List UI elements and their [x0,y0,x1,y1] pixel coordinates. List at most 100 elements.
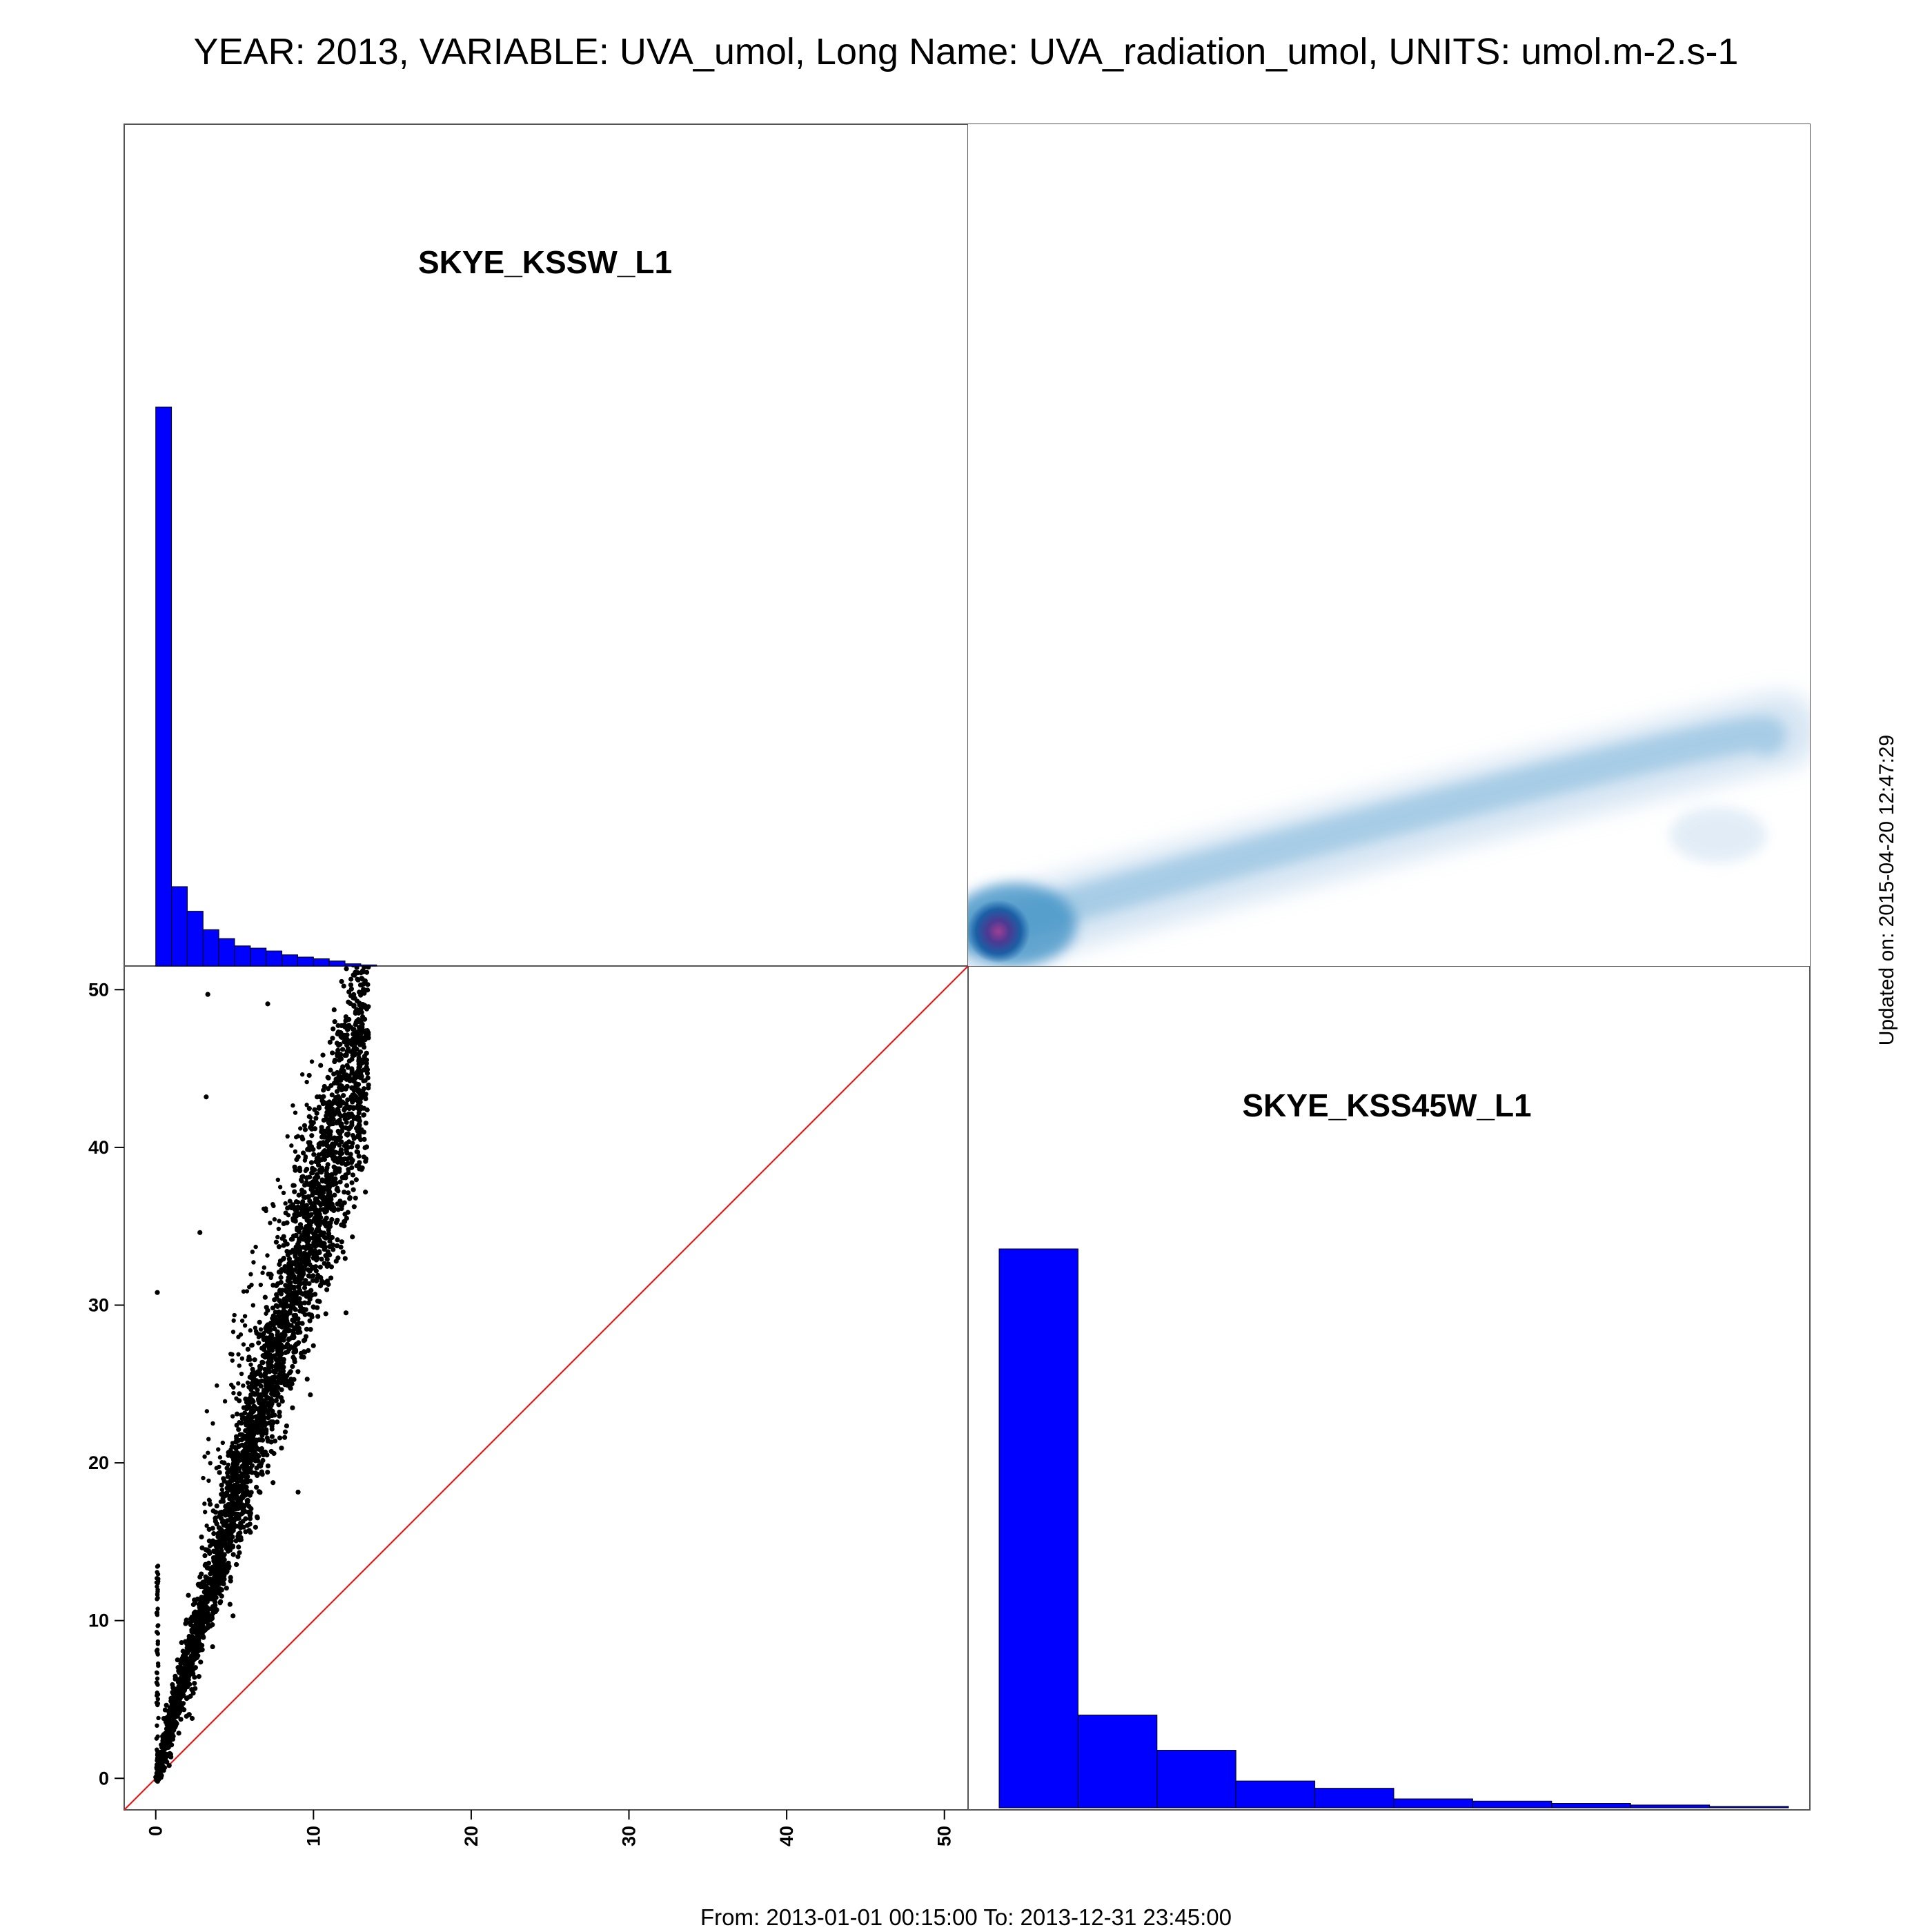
scatter-point [291,1274,297,1279]
scatter-point [154,1766,159,1771]
scatter-point [275,1294,279,1299]
scatter-point [362,948,366,953]
scatter-point [193,1686,198,1691]
scatter-point [210,1604,216,1610]
scatter-point [300,1268,306,1274]
scatter-point [356,1057,362,1063]
scatter-point [255,1406,261,1412]
scatter-point [342,909,347,914]
scatter-point [156,1715,161,1721]
scatter-point [345,1125,351,1132]
scatter-point [228,1447,233,1452]
scatter-point [356,1154,362,1159]
scatter-point [188,1616,194,1621]
histogram-bar [202,929,219,967]
scatter-point [283,1201,288,1206]
scatter-point [259,1406,264,1412]
scatter-point [289,1143,294,1148]
scatter-point [303,1203,309,1209]
scatter-point [325,1125,331,1132]
scatter-point [263,1374,268,1380]
scatter-point [324,1165,330,1171]
scatter-point [221,1511,228,1517]
y-tick-label: 40 [88,1137,109,1158]
scatter-point [362,1136,367,1142]
panel-label-kssw: SKYE_KSSW_L1 [418,244,672,280]
scatter-point [313,1116,319,1121]
scatter-point [270,1480,276,1486]
scatter-point [350,1234,355,1240]
scatter-point [323,1101,329,1106]
scatter-point [324,1171,330,1176]
scatter-point [328,1121,334,1127]
scatter-point [245,1523,250,1528]
scatter-point [277,1261,282,1268]
scatter-point [321,1156,326,1162]
scatter-point [236,1427,241,1432]
scatter-point [279,1236,284,1241]
scatter-point [207,1613,213,1619]
scatter-point [356,1065,362,1070]
scatter-outlier [197,1230,203,1235]
scatter-point [206,1450,210,1455]
scatter-point [277,1409,282,1415]
scatter-point [297,1229,302,1235]
scatter-point [337,1166,342,1172]
histogram-bar [328,960,346,967]
scatter-point [359,858,364,863]
scatter-point [343,1014,348,1020]
histogram-bar [1709,1806,1789,1808]
scatter-point [217,1581,223,1586]
scatter-point [241,1289,246,1294]
scatter-point [291,1350,297,1355]
scatter-point [203,1586,208,1591]
scatter-point [260,1360,266,1366]
scatter-point [349,959,354,964]
scatter-point [155,1670,159,1675]
scatter-point [316,1105,322,1111]
scatter-point [264,1452,270,1458]
scatter-point [354,927,359,931]
scatter-point [317,1167,322,1173]
scatter-point [319,1134,325,1140]
scatter-point [231,1390,236,1396]
scatter-point [299,1208,304,1213]
scatter-point [324,1184,330,1190]
scatter-point [346,989,352,995]
scatter-point [248,1458,254,1463]
histogram-bar [234,945,251,967]
main-title: YEAR: 2013, VARIABLE: UVA_umol, Long Nam… [193,31,1739,72]
scatter-point [346,999,351,1005]
scatter-point [288,1280,293,1285]
scatter-point [241,1342,246,1347]
scatter-point [349,1180,355,1185]
scatter-point [295,1489,301,1495]
scatter-point [255,1370,261,1377]
scatter-point [263,1391,268,1397]
scatter-point [209,1592,215,1597]
scatter-point [304,1257,309,1263]
scatter-point [359,1074,364,1079]
scatter-point [228,1477,234,1483]
scatter-point [313,1268,319,1274]
scatter-point [184,1695,190,1702]
scatter-point [290,1218,296,1223]
scatter-point [248,1362,253,1367]
scatter-point [339,1239,344,1245]
scatter-point [335,1029,341,1035]
scatter-point [232,1487,237,1493]
scatter-point [355,1099,361,1105]
scatter-point [331,1007,337,1013]
scatter-point [208,1461,213,1466]
scatter-point [353,1195,358,1201]
scatter-point [344,927,349,931]
scatter-point [357,1042,363,1047]
scatter-point [298,1126,303,1131]
scatter-point [205,1625,210,1630]
scatter-point [265,1469,270,1475]
histogram-bar [155,406,172,967]
scatter-point [344,1147,349,1152]
scatter-point [257,1366,262,1371]
scatter-point [290,1249,296,1254]
scatter-point [344,926,348,931]
